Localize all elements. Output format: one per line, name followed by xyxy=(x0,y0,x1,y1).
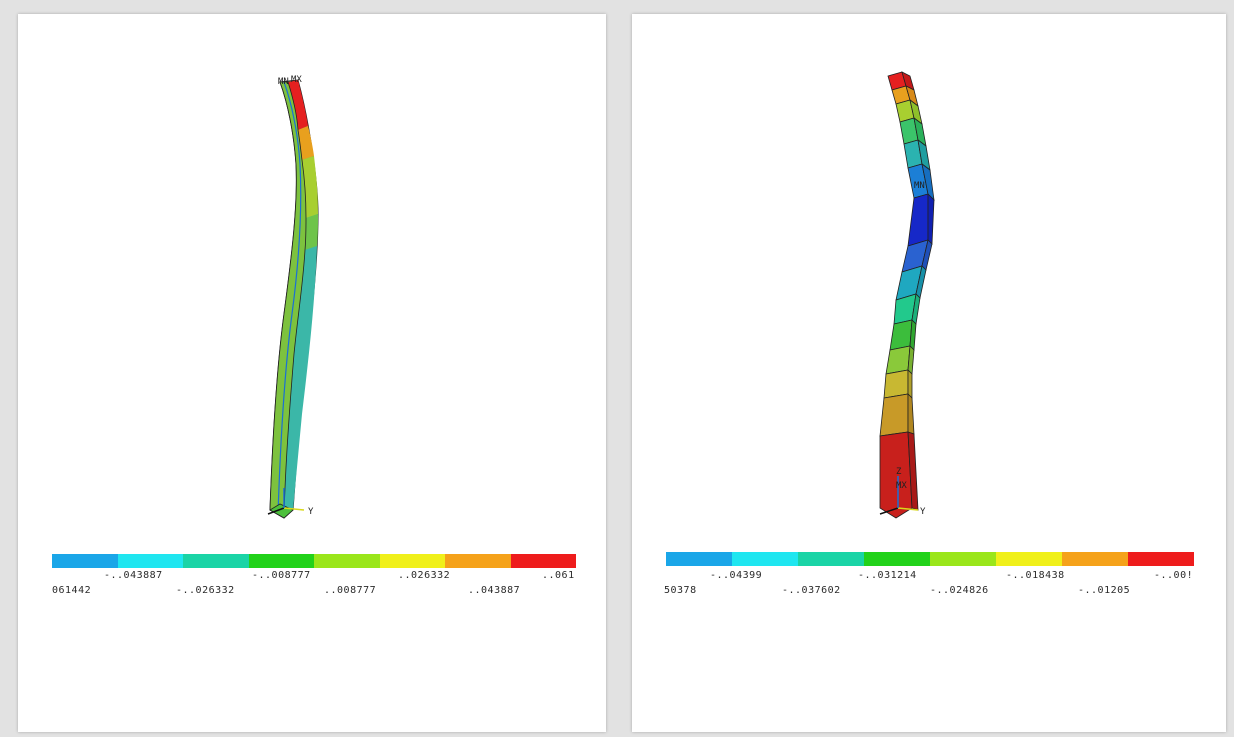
left-max-marker: MX xyxy=(291,75,302,85)
colorbar-swatch xyxy=(1128,552,1194,566)
colorbar-swatch xyxy=(732,552,798,566)
left-beam-top-red xyxy=(288,80,308,130)
right-beam-plot: Z Y MX MN xyxy=(879,71,935,519)
left-axis-y xyxy=(283,507,305,511)
left-tick-top: -..043887 xyxy=(104,570,163,581)
left-tick-top: ..061 xyxy=(542,570,575,581)
colorbar-swatch xyxy=(930,552,996,566)
left-tick-bottom: ..043887 xyxy=(468,585,521,596)
left-tick-top: -..008777 xyxy=(252,570,311,581)
colorbar-swatch xyxy=(1062,552,1128,566)
colorbar-swatch xyxy=(52,554,118,568)
colorbar-swatch xyxy=(314,554,380,568)
right-tick-top: -..00! xyxy=(1154,570,1194,581)
left-result-panel: Y MX MN -..043887 -..008777 ..026332 ..0… xyxy=(18,14,606,732)
colorbar-swatch xyxy=(183,554,249,568)
colorbar-swatch xyxy=(666,552,732,566)
right-axis-z-label: Z xyxy=(896,467,902,477)
right-tick-top: -..031214 xyxy=(858,570,917,581)
left-min-marker: MN xyxy=(278,77,289,87)
colorbar-swatch xyxy=(379,554,445,568)
colorbar-swatch xyxy=(996,552,1062,566)
right-max-marker: MX xyxy=(896,481,907,491)
left-axis-x xyxy=(267,507,285,515)
right-colorbar xyxy=(666,552,1194,566)
left-beam-green1 xyxy=(305,214,318,250)
left-tick-bottom: -..026332 xyxy=(176,585,235,596)
left-axis-y-label: Y xyxy=(308,507,314,517)
left-beam-base xyxy=(269,503,294,519)
left-beam-inner-edge xyxy=(277,81,302,515)
right-tick-bottom: -..01205 xyxy=(1078,585,1131,596)
right-min-marker: MN xyxy=(914,181,925,191)
left-tick-bottom: ..008777 xyxy=(324,585,377,596)
left-colorbar xyxy=(52,554,576,568)
left-tick-top: ..026332 xyxy=(398,570,451,581)
left-beam-orange xyxy=(298,126,314,160)
right-beam xyxy=(879,71,935,519)
right-axis-x xyxy=(879,507,899,515)
colorbar-swatch xyxy=(864,552,930,566)
left-beam-left-face xyxy=(269,81,307,519)
right-tick-bottom: -..037602 xyxy=(782,585,841,596)
colorbar-swatch xyxy=(445,554,511,568)
colorbar-swatch xyxy=(798,552,864,566)
right-result-panel: Z Y MX MN -..04399 -..031214 -..018438 -… xyxy=(632,14,1226,732)
left-tick-bottom: 061442 xyxy=(52,585,92,596)
right-tick-top: -..018438 xyxy=(1006,570,1065,581)
right-tick-bottom: -..024826 xyxy=(930,585,989,596)
right-axis-y xyxy=(897,507,919,511)
right-axis-y-label: Y xyxy=(920,507,926,517)
left-beam-teal xyxy=(284,246,317,518)
right-tick-bottom: 50378 xyxy=(664,585,697,596)
left-beam-plot: Y MX MN xyxy=(267,75,319,519)
colorbar-swatch xyxy=(510,554,576,568)
colorbar-swatch xyxy=(248,554,314,568)
right-tick-top: -..04399 xyxy=(710,570,763,581)
colorbar-swatch xyxy=(117,554,183,568)
